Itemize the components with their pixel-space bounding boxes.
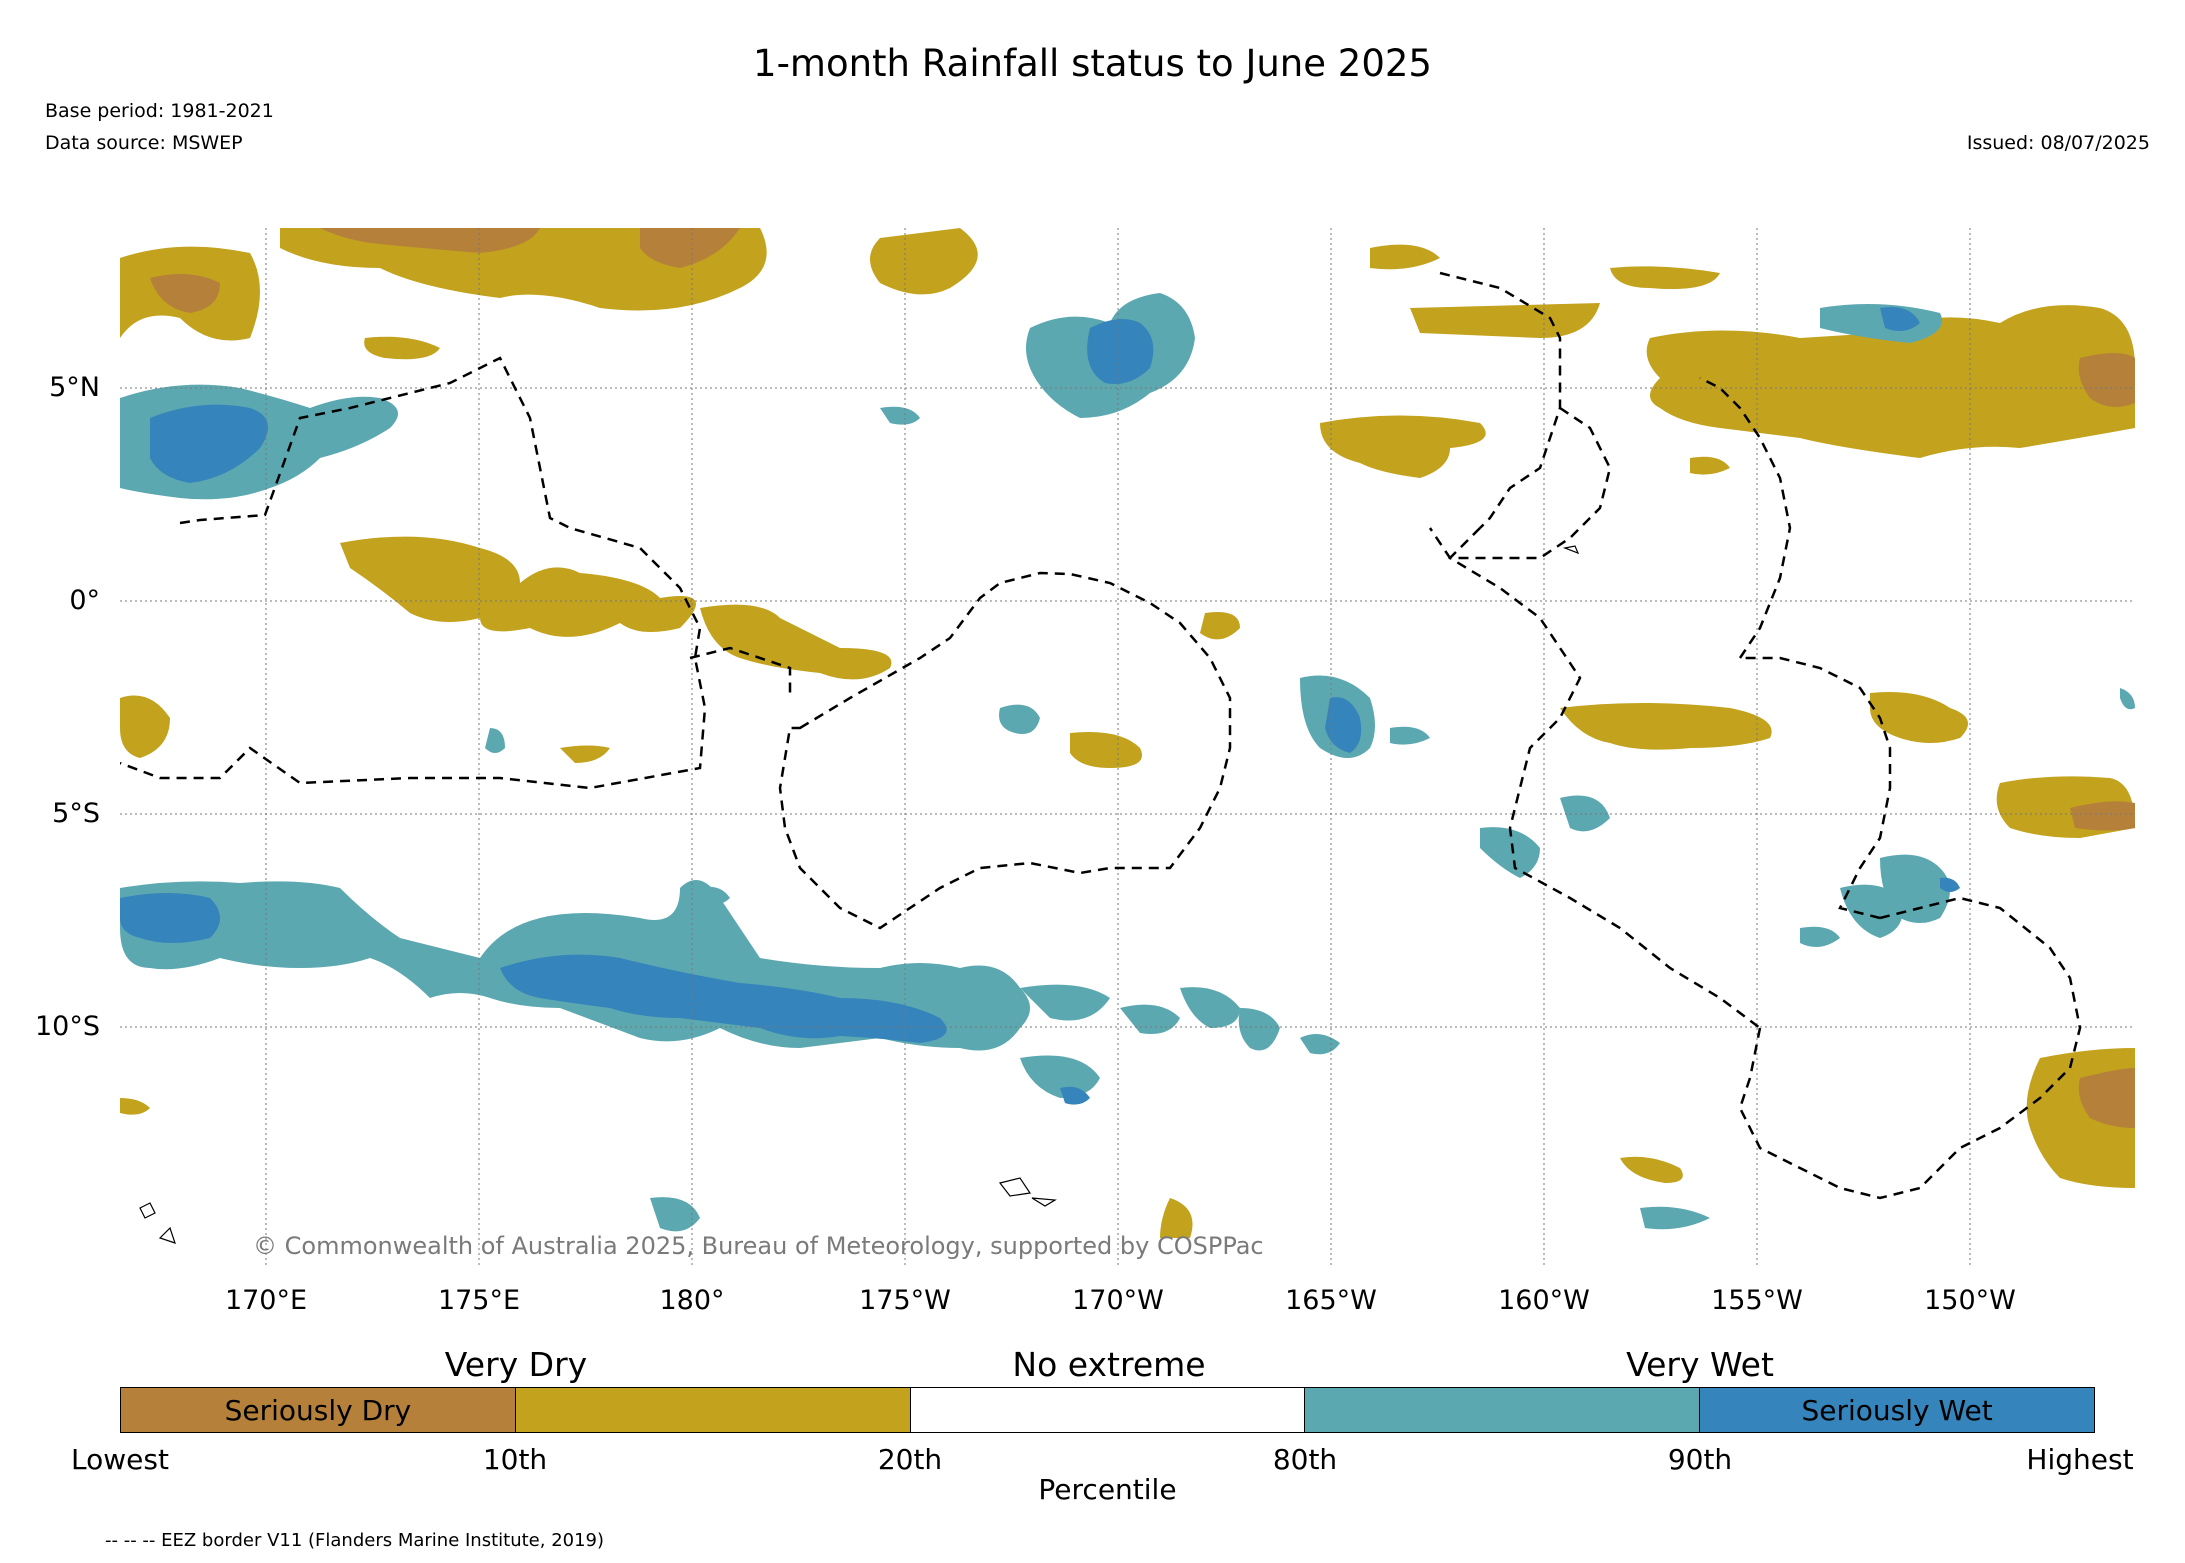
gridlines (120, 228, 2135, 1268)
eez-borders (120, 271, 2082, 1200)
legend-very-dry-label: Very Dry (444, 1345, 588, 1384)
tick-10th: 10th (482, 1443, 548, 1476)
lon-label-170w: 170°W (1072, 1285, 1164, 1316)
lon-label-150w: 150°W (1924, 1285, 2016, 1316)
map-canvas (120, 228, 2135, 1268)
lat-label-5s: 5°S (52, 798, 100, 829)
base-period: Base period: 1981-2021 (45, 100, 274, 122)
percentile-axis-title: Percentile (1038, 1473, 1177, 1506)
colorbar-very-dry (515, 1388, 911, 1432)
tick-80th: 80th (1272, 1443, 1338, 1476)
lon-label-165w: 165°W (1285, 1285, 1377, 1316)
page-title: 1-month Rainfall status to June 2025 (753, 42, 1432, 85)
lon-label-180: 180° (659, 1285, 725, 1316)
lon-label-170e: 170°E (224, 1285, 308, 1316)
lat-label-5n: 5°N (49, 372, 100, 403)
colorbar-very-wet (1305, 1388, 1701, 1432)
eez-border-note: -- -- -- EEZ border V11 (Flanders Marine… (105, 1530, 605, 1551)
data-source: Data source: MSWEP (45, 132, 243, 154)
lon-label-155w: 155°W (1711, 1285, 1803, 1316)
seriously-dry-areas (150, 228, 2135, 1128)
colorbar-seriously-dry: Seriously Dry (121, 1388, 516, 1432)
rainfall-map (120, 228, 2135, 1268)
tick-lowest: Lowest (71, 1443, 169, 1476)
colorbar-legend: Seriously Dry Seriously Wet (120, 1387, 2095, 1433)
colorbar-seriously-wet: Seriously Wet (1700, 1388, 2094, 1432)
issued-date: Issued: 08/07/2025 (1966, 132, 2150, 154)
lon-label-175w: 175°W (859, 1285, 951, 1316)
copyright-notice: © Commonwealth of Australia 2025, Bureau… (253, 1232, 1264, 1260)
lat-label-0: 0° (69, 585, 100, 616)
tick-highest: Highest (2026, 1443, 2134, 1476)
lon-label-160w: 160°W (1498, 1285, 1590, 1316)
coastline-outlines (139, 545, 1580, 1244)
lon-label-175e: 175°E (437, 1285, 521, 1316)
tick-20th: 20th (877, 1443, 943, 1476)
seriously-wet-areas (120, 307, 1960, 1105)
lat-label-10s: 10°S (35, 1011, 100, 1042)
legend-no-extreme-label: No extreme (1012, 1345, 1206, 1384)
tick-90th: 90th (1667, 1443, 1733, 1476)
legend-very-wet-label: Very Wet (1626, 1345, 1774, 1384)
colorbar-no-extreme (910, 1388, 1306, 1432)
